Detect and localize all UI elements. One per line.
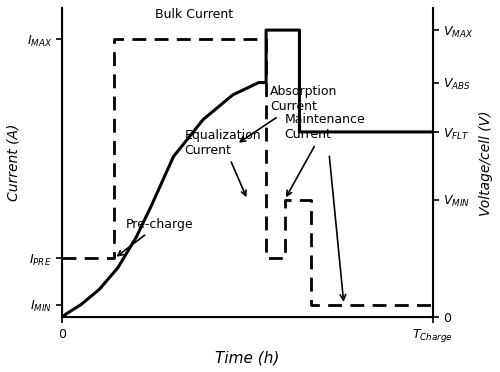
Text: Maintenance
Current: Maintenance Current <box>284 113 366 196</box>
X-axis label: Time (h): Time (h) <box>216 350 280 365</box>
Text: Bulk Current: Bulk Current <box>155 8 233 21</box>
Text: Equalization
Current: Equalization Current <box>184 129 261 196</box>
Text: Absorption
Current: Absorption Current <box>240 86 337 142</box>
Y-axis label: Voltage/cell (V): Voltage/cell (V) <box>479 110 493 215</box>
Text: Pre-charge: Pre-charge <box>118 218 193 256</box>
Y-axis label: Current (A): Current (A) <box>7 124 21 202</box>
